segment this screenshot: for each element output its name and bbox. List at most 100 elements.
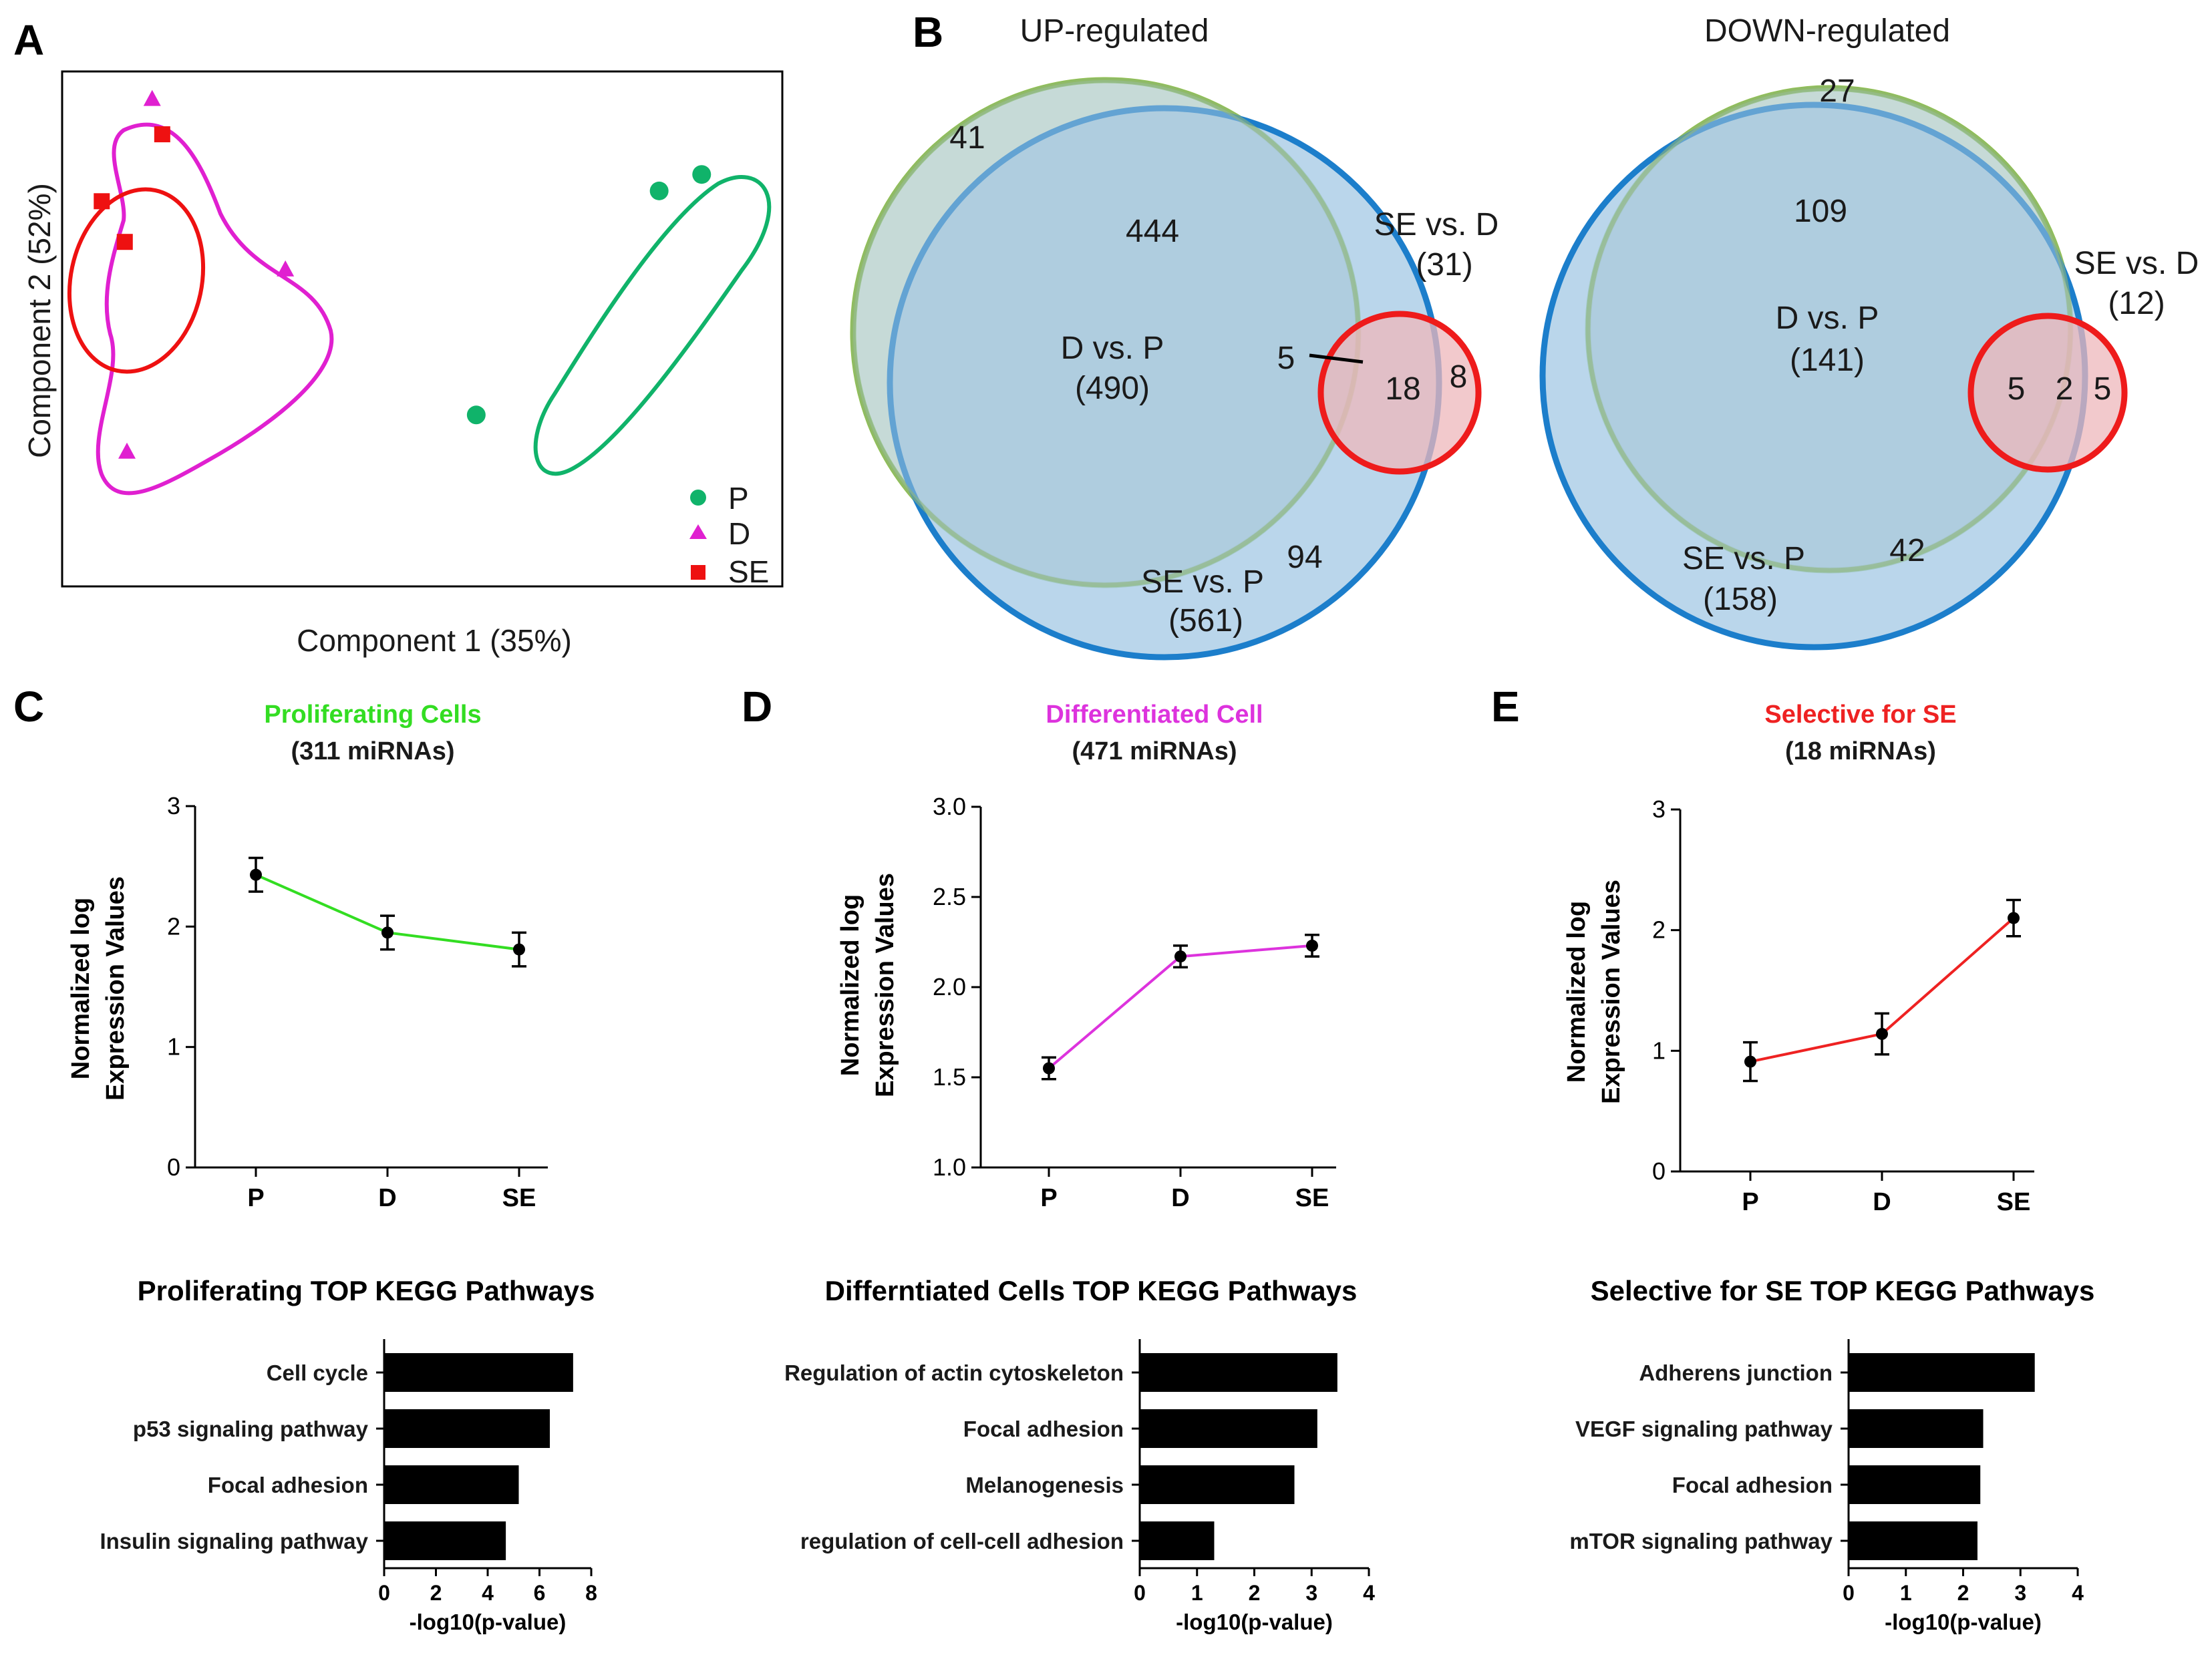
bar-c-xtick-label: 2 xyxy=(430,1581,442,1605)
line-c-ytick-label: 2 xyxy=(167,912,180,940)
bar-d-xtick-label: 4 xyxy=(1363,1581,1375,1605)
line-chart-c-subtitle: (311 miRNAs) xyxy=(291,737,455,765)
bar-d-xtick-label: 2 xyxy=(1249,1581,1261,1605)
line-chart-e-title: Selective for SE xyxy=(1764,701,1956,729)
bar-e-xtick-label: 0 xyxy=(1843,1581,1855,1605)
bar-d-category-label-regulation-of-cell-cell-adhesion: regulation of cell-cell adhesion xyxy=(800,1529,1124,1553)
venn-up-se-vs-p-total: (561) xyxy=(1168,603,1243,638)
line-chart-d-ylabel-1: Normalized log xyxy=(836,894,864,1076)
venn-up-triple-overlap: 18 xyxy=(1385,371,1420,407)
venn-up-title: UP-regulated xyxy=(1020,13,1209,49)
bar-c-bar-cell-cycle xyxy=(384,1353,573,1392)
line-chart-d-subtitle: (471 miRNAs) xyxy=(1072,737,1237,765)
venn-down-se-only-right: 5 xyxy=(2094,371,2112,407)
line-chart-c-title: Proliferating Cells xyxy=(264,701,481,729)
bar-d-xtick-label: 3 xyxy=(1305,1581,1317,1605)
bar-chart-d: Differntiated Cells TOP KEGG Pathways Re… xyxy=(784,1275,1375,1634)
venn-down-only-d-vs-p: 27 xyxy=(1819,73,1855,109)
line-c-point-se xyxy=(513,943,525,956)
venn-down-d-and-se-vs-p: 109 xyxy=(1794,194,1847,229)
bar-d-category-label-melanogenesis: Melanogenesis xyxy=(965,1473,1124,1497)
bar-d-bar-regulation-of-actin-cytoskeleton xyxy=(1140,1353,1337,1392)
line-chart-c-ylabel-1: Normalized log xyxy=(67,898,95,1079)
bar-e-category-label-mtor-signaling-pathway: mTOR signaling pathway xyxy=(1569,1529,1833,1553)
bar-chart-e-title: Selective for SE TOP KEGG Pathways xyxy=(1591,1275,2095,1306)
line-chart-e-ylabel-2: Expression Values xyxy=(1597,880,1625,1104)
bar-e-category-label-focal-adhesion: Focal adhesion xyxy=(1672,1473,1833,1497)
venn-up-pointer-line xyxy=(1309,353,1364,364)
bar-d-bar-focal-adhesion xyxy=(1140,1409,1317,1448)
panel-letter-b: B xyxy=(913,8,943,56)
line-e-point-se xyxy=(2008,912,2020,924)
line-e-xtick-label-se: SE xyxy=(1997,1188,2031,1216)
pca-point-d-5 xyxy=(118,442,136,459)
line-d-ytick-label: 1.0 xyxy=(933,1153,966,1181)
cluster-outline-d xyxy=(96,122,334,496)
bar-d-category-label-focal-adhesion: Focal adhesion xyxy=(963,1417,1124,1441)
venn-down-circle-se-vs-d xyxy=(1967,313,2128,473)
bar-d-xtick-label: 0 xyxy=(1134,1581,1146,1605)
bar-c-bar-insulin-signaling-pathway xyxy=(384,1521,506,1560)
line-d-xtick-label-se: SE xyxy=(1295,1184,1329,1212)
pca-legend: P D SE xyxy=(689,481,769,589)
pca-point-se-6 xyxy=(154,126,170,143)
venn-down-se-vs-d-total: (12) xyxy=(2108,286,2165,321)
bar-c-bar-p53-signaling-pathway xyxy=(384,1409,550,1448)
panel-letter-e: E xyxy=(1491,683,1520,731)
bar-e-bar-mtor-signaling-pathway xyxy=(1849,1521,1978,1560)
line-c-xtick-label-se: SE xyxy=(502,1184,536,1212)
line-d-ytick-label: 3.0 xyxy=(933,793,966,820)
line-c-point-d xyxy=(381,926,393,939)
line-d-ytick-label: 1.5 xyxy=(933,1063,966,1091)
line-chart-e-ylabel-1: Normalized log xyxy=(1563,901,1591,1083)
bar-chart-e: Selective for SE TOP KEGG Pathways Adher… xyxy=(1569,1275,2094,1634)
venn-down-title: DOWN-regulated xyxy=(1704,13,1950,49)
bar-c-category-label-focal-adhesion: Focal adhesion xyxy=(208,1473,368,1497)
legend-label-p: P xyxy=(728,481,749,516)
venn-up-only-se-vs-d: 8 xyxy=(1450,359,1468,395)
bar-c-category-label-p53-signaling-pathway: p53 signaling pathway xyxy=(133,1417,369,1441)
line-c-xtick-label-d: D xyxy=(378,1184,396,1212)
legend-marker-p xyxy=(690,490,706,506)
pca-point-p-0 xyxy=(649,181,669,200)
line-c-xtick-label-p: P xyxy=(247,1184,264,1212)
legend-label-se: SE xyxy=(728,554,769,589)
bar-e-xtick-label: 4 xyxy=(2072,1581,2084,1605)
line-chart-d-ylabel-2: Expression Values xyxy=(871,873,899,1097)
line-chart-d-title: Differentiated Cell xyxy=(1046,701,1263,729)
venn-up-only-d-vs-p: 41 xyxy=(949,120,985,156)
line-d-point-p xyxy=(1043,1062,1055,1075)
bar-e-xtick-label: 2 xyxy=(1957,1581,1969,1605)
venn-up-pointer-count: 5 xyxy=(1277,341,1295,376)
venn-up-regulated: UP-regulated 41 444 D vs. P (490) 5 18 8… xyxy=(850,13,1499,661)
bar-chart-c-title: Proliferating TOP KEGG Pathways xyxy=(138,1275,595,1306)
pca-point-se-8 xyxy=(116,234,133,250)
legend-label-d: D xyxy=(728,516,750,551)
line-chart-e: Selective for SE (18 miRNAs) Normalized … xyxy=(1563,701,2034,1216)
line-c-ytick-label: 3 xyxy=(167,792,180,819)
bar-d-xtick-label: 1 xyxy=(1191,1581,1203,1605)
bar-c-xtick-label: 8 xyxy=(585,1581,597,1605)
venn-up-only-se-vs-p: 94 xyxy=(1287,540,1322,575)
bar-chart-c: Proliferating TOP KEGG Pathways Cell cyc… xyxy=(100,1275,597,1634)
panel-letter-c: C xyxy=(13,683,44,731)
line-e-xtick-label-p: P xyxy=(1742,1188,1758,1216)
line-d-ytick-label: 2.0 xyxy=(933,973,966,1000)
bar-c-x-axis-label: -log10(p-value) xyxy=(410,1610,567,1634)
line-chart-e-subtitle: (18 miRNAs) xyxy=(1785,737,1936,765)
pca-frame xyxy=(61,70,784,588)
line-e-ytick-label: 1 xyxy=(1652,1037,1666,1064)
line-chart-d: Differentiated Cell (471 miRNAs) Normali… xyxy=(836,701,1336,1212)
bar-d-category-label-regulation-of-actin-cytoskeleton: Regulation of actin cytoskeleton xyxy=(784,1360,1124,1385)
line-d-ytick-label: 2.5 xyxy=(933,883,966,910)
venn-up-d-and-se-vs-p: 444 xyxy=(1126,214,1179,249)
bar-e-bar-focal-adhesion xyxy=(1849,1465,1981,1504)
venn-up-se-vs-d-label: SE vs. D xyxy=(1374,207,1499,242)
bar-e-xtick-label: 3 xyxy=(2014,1581,2026,1605)
pca-point-d-4 xyxy=(277,260,295,277)
pca-point-d-3 xyxy=(143,89,161,106)
panel-letter-d: D xyxy=(742,683,772,731)
bar-e-category-label-adherens-junction: Adherens junction xyxy=(1639,1360,1833,1385)
line-chart-c: Proliferating Cells (311 miRNAs) Normali… xyxy=(67,701,548,1212)
